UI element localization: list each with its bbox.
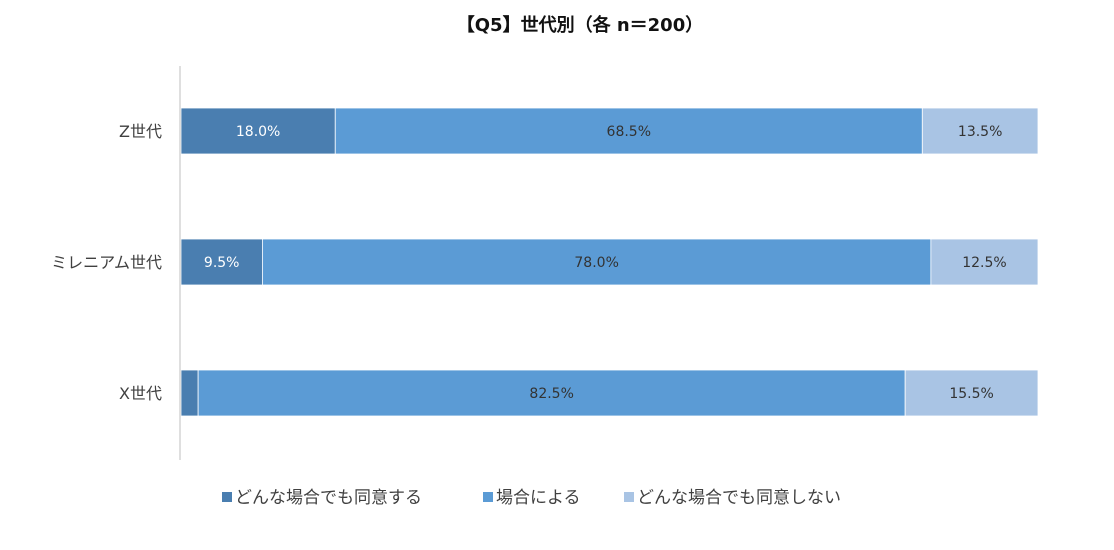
legend-label: どんな場合でも同意しない — [637, 488, 841, 508]
bar-segment — [180, 107, 336, 155]
bar-segment — [904, 369, 1039, 417]
legend-label: どんな場合でも同意する — [235, 488, 422, 508]
data-label: 78.0% — [574, 255, 618, 271]
bar-segment — [930, 238, 1039, 286]
bar-segment — [334, 107, 923, 155]
category-label: X世代 — [119, 384, 162, 403]
category-label: Z世代 — [119, 122, 162, 141]
category-label: ミレニアム世代 — [51, 253, 162, 272]
data-label: 13.5% — [958, 124, 1002, 140]
data-label: 9.5% — [204, 255, 240, 271]
legend: どんな場合でも同意する 場合による どんな場合でも同意しない — [222, 488, 841, 508]
legend-swatch — [624, 492, 634, 502]
data-label: 12.5% — [962, 255, 1006, 271]
bar-segment — [180, 369, 199, 417]
bar-segment — [197, 369, 906, 417]
bar-segment — [921, 107, 1039, 155]
bars-layer: 18.0%68.5%13.5%9.5%78.0%12.5%2.0%82.5%15… — [180, 107, 1039, 417]
chart-title: 【Q5】世代別（各 n＝200） — [457, 14, 703, 36]
legend-label: 場合による — [496, 488, 581, 508]
data-label: 82.5% — [529, 386, 573, 402]
data-label: 18.0% — [236, 124, 280, 140]
legend-swatch — [222, 492, 232, 502]
data-label: 15.5% — [949, 386, 993, 402]
data-label: 68.5% — [607, 124, 651, 140]
legend-swatch — [483, 492, 493, 502]
